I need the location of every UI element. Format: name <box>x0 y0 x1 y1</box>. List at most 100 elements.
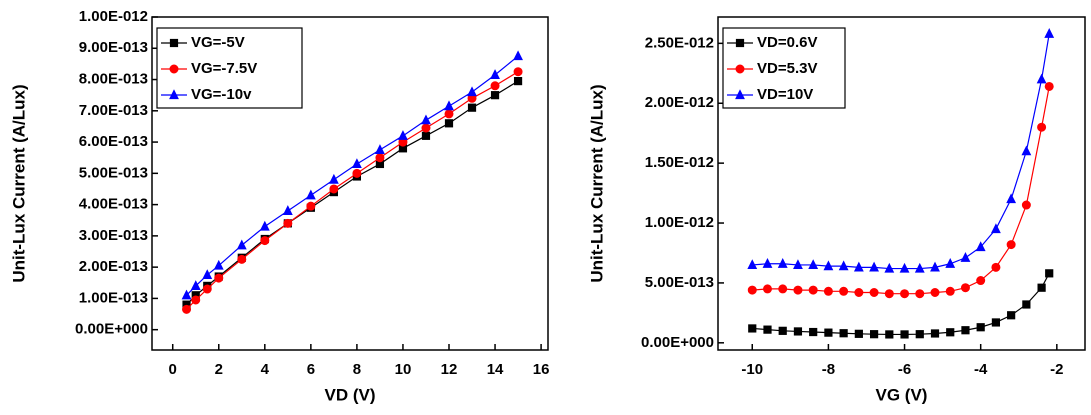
x-tick-label: 6 <box>307 361 315 378</box>
data-point <box>946 328 955 337</box>
data-point <box>1036 73 1047 84</box>
series-line <box>186 80 519 306</box>
data-point <box>839 286 849 296</box>
data-point <box>1006 240 1016 250</box>
data-point <box>809 327 818 337</box>
data-point <box>213 259 224 270</box>
legend-marker <box>735 89 745 100</box>
data-point <box>513 50 523 61</box>
data-point <box>306 201 316 211</box>
legend-marker <box>169 89 179 100</box>
data-point <box>961 326 970 335</box>
data-point <box>1044 81 1054 91</box>
data-point <box>421 114 431 125</box>
data-point <box>793 285 803 295</box>
x-tick-label: 4 <box>261 361 270 378</box>
data-point <box>899 262 910 273</box>
data-point <box>1021 145 1032 156</box>
data-point <box>421 123 431 133</box>
y-tick-label: 5.00E-013 <box>645 274 714 291</box>
data-point <box>513 67 523 77</box>
data-point <box>237 254 247 264</box>
data-point <box>808 285 818 295</box>
data-point <box>1037 283 1046 292</box>
data-point <box>915 330 924 339</box>
x-tick-label: 8 <box>353 361 361 378</box>
data-point <box>351 158 362 169</box>
legend-marker <box>169 64 179 74</box>
data-point <box>854 288 864 298</box>
data-point <box>915 289 925 299</box>
x-tick-label: -10 <box>741 361 763 378</box>
data-point <box>1022 300 1031 309</box>
data-point <box>329 184 339 194</box>
data-point <box>444 109 454 119</box>
data-point <box>283 218 293 228</box>
data-point <box>975 241 986 252</box>
data-point <box>976 276 986 286</box>
x-tick-label: -6 <box>898 361 911 378</box>
data-point <box>490 81 500 91</box>
x-tick-label: -2 <box>1050 361 1063 378</box>
data-point <box>885 330 894 339</box>
y-tick-label: 1.00E-012 <box>79 8 148 25</box>
y-tick-label: 1.00E-013 <box>79 289 148 306</box>
x-tick-label: 2 <box>215 361 223 378</box>
data-point <box>823 286 833 296</box>
data-point <box>260 236 270 246</box>
data-point <box>930 288 940 298</box>
data-point <box>181 289 192 300</box>
data-point <box>375 144 385 154</box>
data-point <box>398 130 408 140</box>
x-tick-label: 12 <box>441 361 458 378</box>
data-point <box>182 304 192 314</box>
data-point <box>793 259 803 270</box>
data-point <box>823 260 834 271</box>
data-point <box>282 205 293 215</box>
y-tick-label: 0.00E+000 <box>75 321 148 338</box>
data-point <box>444 119 454 128</box>
data-point <box>490 91 500 100</box>
data-point <box>960 252 971 262</box>
data-point <box>762 258 773 268</box>
y-tick-label: 6.00E-013 <box>79 133 148 150</box>
data-point <box>762 284 772 294</box>
data-point <box>884 262 895 273</box>
x-tick-label: 16 <box>533 361 550 378</box>
data-point <box>748 324 757 333</box>
data-point <box>1006 193 1017 204</box>
y-tick-label: 5.00E-013 <box>79 164 148 181</box>
data-point <box>777 258 788 268</box>
data-point <box>352 168 362 178</box>
data-point <box>854 329 863 338</box>
plot-frame <box>151 16 549 351</box>
data-point <box>467 86 477 97</box>
data-point <box>191 295 201 305</box>
legend-label: VD=5.3V <box>757 60 817 77</box>
data-point <box>778 326 787 335</box>
data-point <box>991 262 1001 272</box>
legend-label: VD=10V <box>757 86 813 103</box>
legend-label: VG=-10v <box>191 86 252 103</box>
data-point <box>214 273 224 283</box>
data-point <box>1044 28 1055 38</box>
data-point <box>421 131 431 140</box>
x-tick-label: 10 <box>395 361 412 378</box>
y-tick-label: 4.00E-013 <box>79 196 148 213</box>
y-tick-label: 2.50E-012 <box>645 34 714 51</box>
x-tick-label: 0 <box>169 361 177 378</box>
data-point <box>259 220 270 231</box>
data-point <box>838 260 849 271</box>
data-point <box>839 329 848 338</box>
data-point <box>976 323 985 332</box>
data-point <box>869 261 879 272</box>
x-axis-title: VG (V) <box>876 385 928 404</box>
y-tick-label: 1.00E-012 <box>645 214 714 231</box>
data-point <box>1021 200 1031 210</box>
legend-label: VG=-7.5V <box>191 60 257 77</box>
x-tick-label: 14 <box>487 361 504 378</box>
data-point <box>853 261 864 272</box>
data-point <box>991 223 1001 234</box>
data-point <box>190 280 201 291</box>
